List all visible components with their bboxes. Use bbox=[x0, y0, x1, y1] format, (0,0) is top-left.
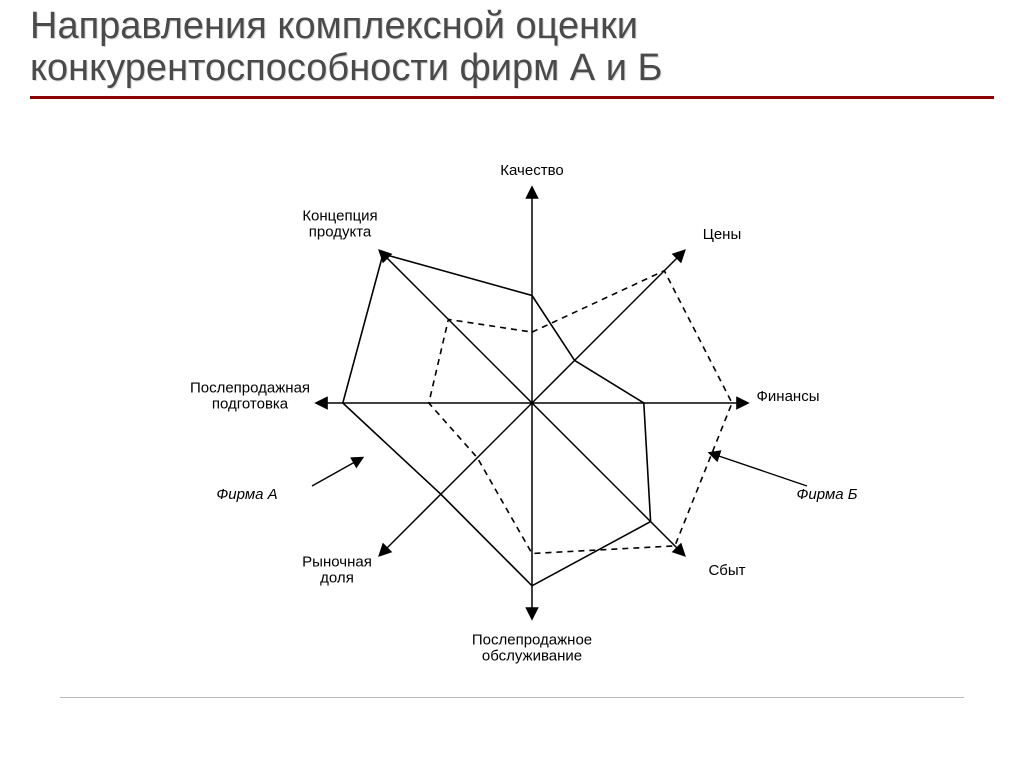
radar-svg bbox=[32, 103, 992, 693]
axis-label: Послепродажное обслуживание bbox=[472, 632, 592, 665]
axis-label: Концепция продукта bbox=[302, 208, 377, 241]
radar-chart: Качество Цены Финансы Сбыт Послепродажное об… bbox=[32, 103, 992, 693]
axis-label: Сбыт bbox=[708, 562, 745, 579]
axis-label: Цены bbox=[703, 226, 742, 243]
series-label: Фирма Б bbox=[797, 486, 858, 503]
slide-title: Направления комплексной оценки конкурент… bbox=[30, 6, 994, 90]
series-label: Фирма А bbox=[216, 486, 277, 503]
axis-label: Рыночная доля bbox=[302, 554, 372, 587]
axis-label: Послепродажная подготовка bbox=[190, 380, 310, 413]
axis-label: Качество bbox=[500, 162, 563, 179]
axis-label: Финансы bbox=[757, 388, 820, 405]
bottom-rule bbox=[60, 697, 964, 698]
title-underline bbox=[30, 96, 994, 99]
